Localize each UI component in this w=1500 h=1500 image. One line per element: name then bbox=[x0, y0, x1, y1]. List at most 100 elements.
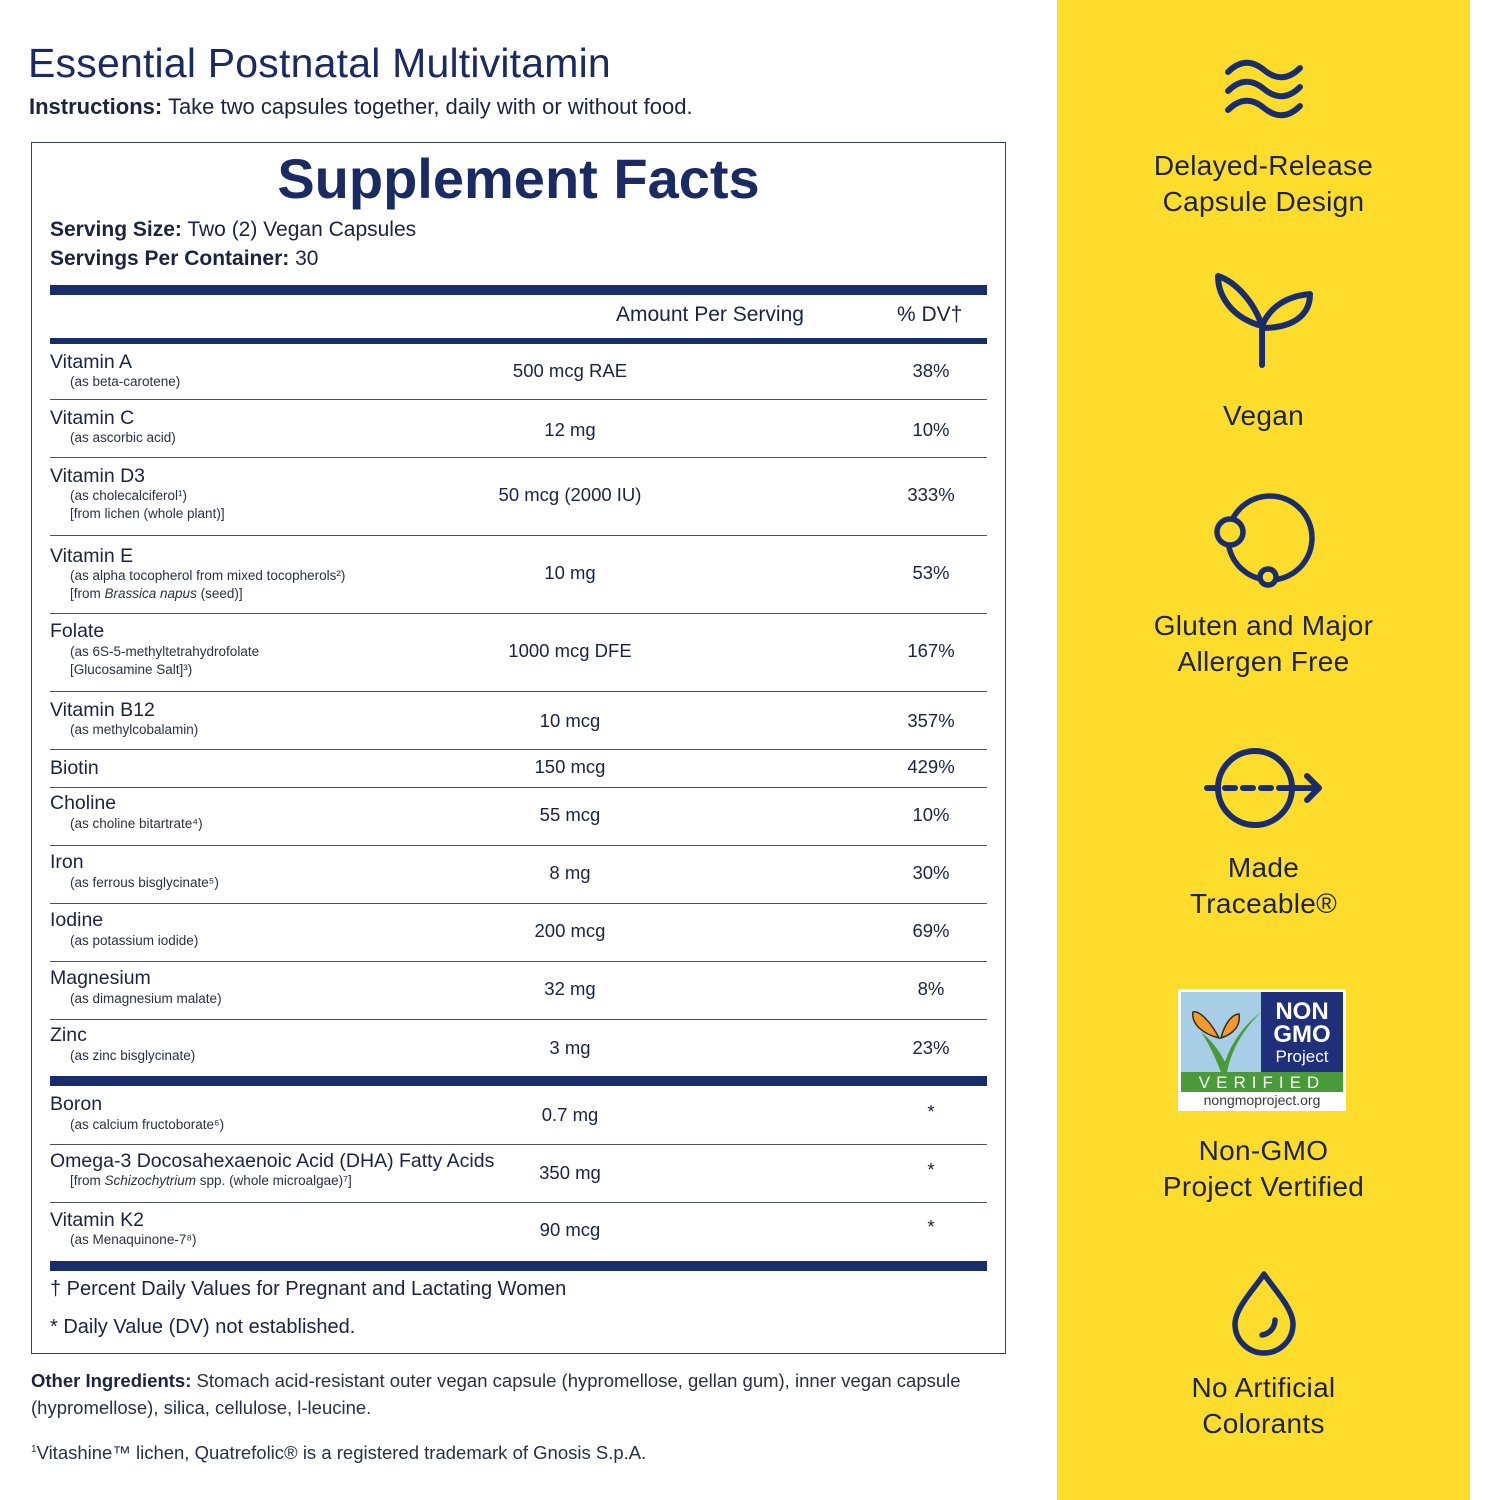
other-ingredients-label: Other Ingredients: bbox=[31, 1370, 192, 1391]
nutrient-source: (as dimagnesium malate) bbox=[70, 991, 222, 1006]
nutrient-name: Vitamin C bbox=[50, 407, 135, 429]
servings-per-container: Servings Per Container: 30 bbox=[50, 247, 318, 271]
nutrient-row-vitamin-a: Vitamin A (as beta-carotene) 500 mcg RAE… bbox=[50, 344, 987, 400]
nutrient-source: (as ascorbic acid) bbox=[70, 430, 176, 445]
nutrient-name: Vitamin D3 bbox=[50, 465, 146, 487]
nutrient-dv: 53% bbox=[912, 562, 950, 583]
source-prefix: [from bbox=[70, 1173, 105, 1188]
nutrient-amount: 0.7 mg bbox=[541, 1104, 599, 1125]
nutrient-dv: * bbox=[927, 1101, 935, 1122]
nutrient-dv: 333% bbox=[907, 484, 955, 505]
nutrient-dv: 429% bbox=[907, 756, 955, 777]
nutrient-row-omega-3-dha: Omega-3 Docosahexaenoic Acid (DHA) Fatty… bbox=[50, 1145, 987, 1203]
feature-label-line1: Gluten and Major bbox=[1153, 610, 1374, 641]
nutrient-source-form: [Glucosamine Salt]³) bbox=[70, 662, 193, 677]
column-header-dv: % DV† bbox=[897, 303, 963, 326]
nutrient-name: Iron bbox=[50, 851, 84, 873]
feature-label-line1: Delayed-Release bbox=[1153, 150, 1374, 181]
divider-thick bbox=[50, 285, 987, 295]
divider-thick-mid bbox=[50, 1076, 987, 1086]
footnote-dagger: † Percent Daily Values for Pregnant and … bbox=[50, 1278, 567, 1300]
feature-no-artificial-colorants: No Artificial Colorants bbox=[1057, 1270, 1470, 1442]
source-suffix: spp. (whole microalgae)⁷] bbox=[196, 1173, 352, 1188]
nutrient-dv: * bbox=[927, 1216, 935, 1237]
supplement-facts-box bbox=[31, 142, 1006, 1354]
feature-label-line2: Traceable® bbox=[1189, 888, 1338, 919]
nutrient-name: Vitamin A bbox=[50, 351, 133, 373]
nutrient-dv: * bbox=[927, 1159, 935, 1180]
nutrient-name: Magnesium bbox=[50, 967, 151, 989]
nutrient-name: Zinc bbox=[50, 1024, 87, 1046]
nutrient-source: (as choline bitartrate⁴) bbox=[70, 816, 203, 831]
other-ingredients: Other Ingredients: Stomach acid-resistan… bbox=[31, 1367, 1021, 1421]
nutrient-row-magnesium: Magnesium (as dimagnesium malate) 32 mg … bbox=[50, 962, 987, 1020]
nutrient-amount: 12 mg bbox=[544, 419, 596, 440]
nutrient-dv: 10% bbox=[912, 419, 950, 440]
feature-label-line1: Made bbox=[1227, 852, 1300, 883]
instructions-label: Instructions: bbox=[29, 94, 163, 119]
divider-thick-bottom bbox=[50, 1261, 987, 1271]
nutrient-name: Folate bbox=[50, 620, 105, 642]
feature-gluten-allergen-free: Gluten and Major Allergen Free bbox=[1057, 492, 1470, 680]
nutrient-name: Vitamin K2 bbox=[50, 1209, 144, 1231]
nutrient-dv: 38% bbox=[912, 360, 950, 381]
product-title: Essential Postnatal Multivitamin bbox=[28, 40, 611, 86]
nutrient-dv: 10% bbox=[912, 804, 950, 825]
nutrient-amount: 8 mg bbox=[549, 862, 591, 883]
allergen-free-icon bbox=[1213, 493, 1315, 588]
origin-prefix: [from bbox=[70, 586, 105, 601]
nutrient-amount: 10 mg bbox=[544, 562, 596, 583]
nutrient-row-iron: Iron (as ferrous bisglycinate⁵) 8 mg 30% bbox=[50, 846, 987, 904]
nutrient-amount: 350 mg bbox=[539, 1162, 601, 1183]
nutrient-amount: 1000 mcg DFE bbox=[508, 640, 632, 661]
nutrient-row-iodine: Iodine (as potassium iodide) 200 mcg 69% bbox=[50, 904, 987, 962]
feature-vegan: Vegan bbox=[1057, 272, 1470, 434]
badge-url-text: nongmoproject.org bbox=[1204, 1092, 1321, 1108]
nutrient-amount: 90 mcg bbox=[539, 1219, 601, 1240]
feature-label-line1: Vegan bbox=[1223, 400, 1304, 431]
serving-size-label: Serving Size: bbox=[50, 218, 182, 241]
serving-size-value: Two (2) Vegan Capsules bbox=[181, 218, 417, 241]
nutrient-amount: 55 mcg bbox=[539, 804, 601, 825]
nutrient-dv: 8% bbox=[917, 978, 945, 999]
feature-label-line2: Allergen Free bbox=[1177, 646, 1350, 677]
non-gmo-badge: NON GMO Project VERIFIED nongmoproject.o… bbox=[1178, 989, 1346, 1111]
nutrient-source: (as calcium fructoborate⁶) bbox=[70, 1117, 225, 1132]
badge-gmo-text: GMO bbox=[1273, 1021, 1330, 1048]
nutrient-row-zinc: Zinc (as zinc bisglycinate) 3 mg 23% bbox=[50, 1020, 987, 1076]
nutrient-source: (as Menaquinone-7⁸) bbox=[70, 1232, 197, 1247]
nutrient-row-choline: Choline (as choline bitartrate⁴) 55 mcg … bbox=[50, 788, 987, 846]
nutrient-source-origin: [from lichen (whole plant)] bbox=[70, 506, 225, 521]
divider-header bbox=[50, 338, 987, 344]
nutrient-row-vitamin-k2: Vitamin K2 (as Menaquinone-7⁸) 90 mcg * bbox=[50, 1203, 987, 1261]
footnote-star: * Daily Value (DV) not established. bbox=[50, 1316, 356, 1338]
feature-non-gmo: Non-GMO Project Vertified bbox=[1057, 1133, 1470, 1205]
source-species: Schizochytrium bbox=[104, 1173, 197, 1188]
nutrient-amount: 50 mcg (2000 IU) bbox=[498, 484, 642, 505]
nutrient-name: Choline bbox=[50, 792, 117, 814]
nutrient-amount: 32 mg bbox=[544, 978, 596, 999]
nutrient-source: (as zinc bisglycinate) bbox=[70, 1048, 196, 1063]
features-panel: Delayed-Release Capsule Design Vegan Glu… bbox=[1057, 0, 1470, 1500]
nutrient-row-boron: Boron (as calcium fructoborate⁶) 0.7 mg … bbox=[50, 1086, 987, 1145]
nutrient-source: (as beta-carotene) bbox=[70, 374, 181, 389]
nutrient-dv: 69% bbox=[912, 920, 950, 941]
badge-verified-text: VERIFIED bbox=[1199, 1073, 1325, 1092]
nutrient-dv: 23% bbox=[912, 1037, 950, 1058]
nutrient-source: (as ferrous bisglycinate⁵) bbox=[70, 875, 219, 890]
nutrient-amount: 200 mcg bbox=[534, 920, 606, 941]
nutrient-row-vitamin-b12: Vitamin B12 (as methylcobalamin) 10 mcg … bbox=[50, 692, 987, 750]
nutrient-row-biotin: Biotin 150 mcg 429% bbox=[50, 750, 987, 788]
feature-label-line1: No Artificial bbox=[1191, 1372, 1336, 1403]
nutrient-name: Boron bbox=[50, 1093, 103, 1115]
nutrient-name: Omega-3 Docosahexaenoic Acid (DHA) Fatty… bbox=[50, 1150, 495, 1172]
nutrient-amount: 150 mcg bbox=[534, 756, 606, 777]
trademark-text: Vitashine™ lichen, Quatrefolic® is a reg… bbox=[36, 1442, 647, 1463]
trademark-footnote-number: 1 bbox=[31, 1443, 37, 1455]
servings-per-container-label: Servings Per Container: bbox=[50, 247, 290, 270]
feature-label-line2: Capsule Design bbox=[1162, 186, 1365, 217]
nutrient-name: Vitamin B12 bbox=[50, 699, 155, 721]
nutrient-name: Vitamin E bbox=[50, 545, 134, 567]
nutrient-dv: 167% bbox=[907, 640, 955, 661]
feature-label-line2: Project Vertified bbox=[1162, 1171, 1365, 1202]
